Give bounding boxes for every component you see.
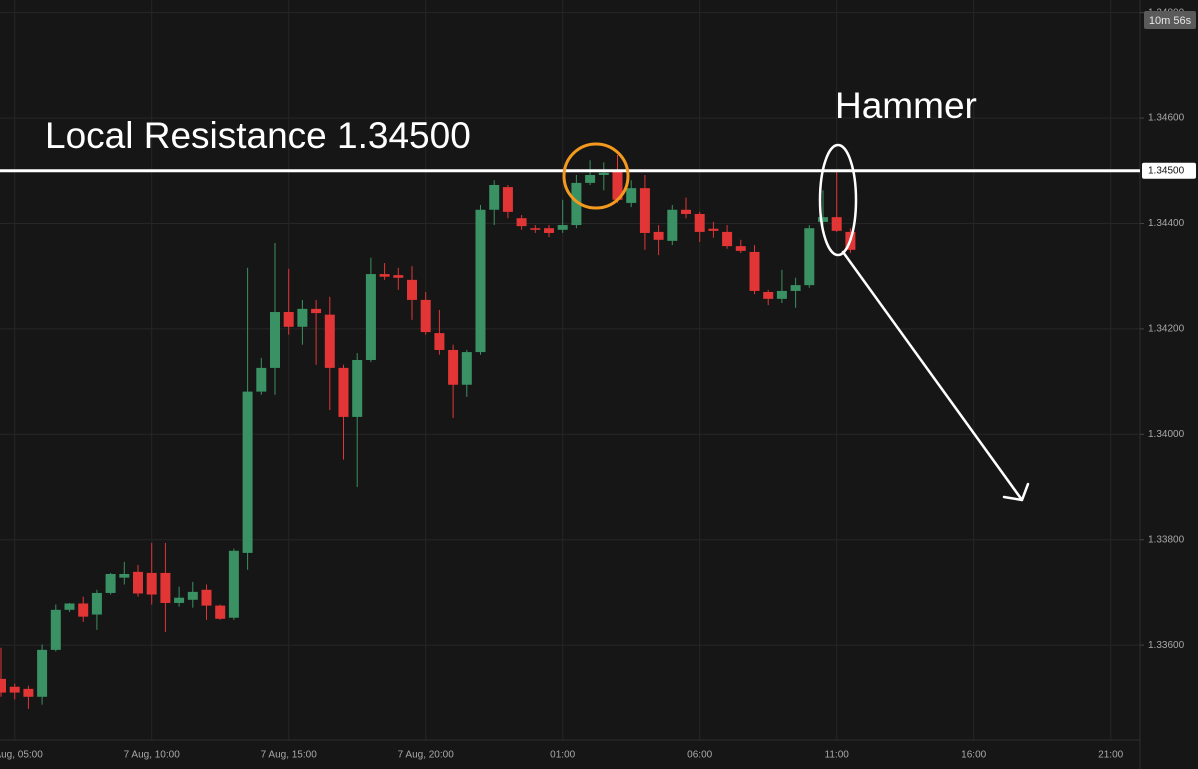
y-tick-label: 1.34600 (1148, 113, 1185, 124)
x-tick-label: 7 Aug, 10:00 (124, 750, 181, 761)
candle-body (585, 174, 596, 183)
x-tick-label: 7 Aug, 20:00 (398, 750, 455, 761)
x-tick-label: 06:00 (687, 750, 712, 761)
candle-body (667, 209, 678, 241)
candle-body (174, 597, 185, 603)
candle-body (694, 213, 705, 232)
x-tick-label: 16:00 (961, 750, 986, 761)
grid (0, 0, 1140, 740)
candle-body (708, 228, 719, 231)
candle-body (9, 686, 20, 693)
x-tick-label: 7 Aug, 05:00 (0, 750, 43, 761)
candle-body (475, 209, 486, 353)
resistance-annotation: Local Resistance 1.34500 (45, 115, 471, 156)
candle-body (544, 228, 554, 233)
candle-body (790, 285, 801, 291)
candle-body (78, 603, 89, 617)
candle-body (23, 688, 34, 697)
candle-body (831, 217, 842, 231)
candle-body (776, 290, 787, 299)
candle-body (201, 589, 212, 606)
candle-body (379, 274, 390, 277)
candle-body (187, 591, 198, 600)
arrow (841, 250, 1030, 502)
candle-body (626, 188, 637, 203)
x-tick-label: 01:00 (550, 750, 575, 761)
candle-body (215, 605, 226, 619)
candle-body (489, 185, 500, 210)
highlight-circle (562, 142, 630, 210)
candle-body (105, 573, 116, 593)
hammer-annotation: Hammer (835, 85, 977, 126)
candle-body (133, 571, 143, 594)
candle-body (324, 314, 335, 368)
candle-body (571, 182, 582, 226)
y-tick-label: 1.34200 (1148, 324, 1185, 335)
candle-body (653, 231, 664, 240)
candle-body (297, 308, 308, 327)
candle-body (804, 228, 815, 286)
y-tick-label: 1.33800 (1148, 534, 1185, 545)
timer: 10m 56s (1149, 15, 1192, 27)
candle-body (228, 550, 239, 618)
candle-body (735, 246, 746, 251)
candle-body (681, 209, 691, 214)
y-tick-label: 1.34400 (1148, 218, 1185, 229)
candle-body (530, 228, 541, 230)
candle-body (407, 279, 417, 300)
candle-body (612, 170, 623, 200)
candles (0, 154, 856, 709)
candle-body (516, 218, 527, 227)
y-tick-label: 1.33600 (1148, 640, 1185, 651)
candle-body (160, 572, 171, 603)
candle-body (749, 251, 760, 291)
candle-body (283, 312, 294, 327)
candle-body (598, 172, 609, 175)
candle-body (639, 188, 650, 233)
candle-body (434, 333, 445, 350)
candle-body (37, 649, 48, 697)
x-tick-label: 7 Aug, 15:00 (261, 750, 318, 761)
candle-body (818, 217, 828, 222)
candle-body (722, 231, 733, 247)
resistance-label-box (1142, 162, 1196, 179)
candle-body (461, 352, 472, 385)
candle-body (338, 367, 349, 417)
candle-body (352, 359, 363, 417)
candle-body (0, 678, 6, 693)
candle-body (91, 592, 102, 615)
candle-body (119, 573, 130, 578)
candle-body (311, 308, 322, 314)
candle-body (242, 391, 253, 553)
candle-body (393, 275, 404, 278)
candle-body (365, 274, 376, 360)
hammer-ellipse (818, 143, 858, 257)
candle-body (270, 312, 280, 368)
candle-body (557, 225, 568, 230)
candle-body (64, 603, 75, 610)
timer-box (1144, 11, 1196, 29)
candle-body (256, 367, 267, 392)
candle-body (50, 609, 61, 650)
resistance-label: 1.34500 (1148, 165, 1185, 176)
candle-body (420, 299, 431, 333)
x-tick-label: 21:00 (1098, 750, 1123, 761)
candle-body (763, 291, 774, 299)
candle-body (146, 572, 157, 595)
axis-labels: 1.33600 1.33800 1.34000 1.34200 1.34400 1.346… (0, 7, 1185, 760)
y-tick-label: 1.34000 (1148, 429, 1185, 440)
candle-body (502, 187, 513, 212)
candle-body (448, 349, 459, 385)
overlay: 1.34500 (0, 162, 1196, 179)
x-tick-label: 11:00 (825, 750, 850, 761)
